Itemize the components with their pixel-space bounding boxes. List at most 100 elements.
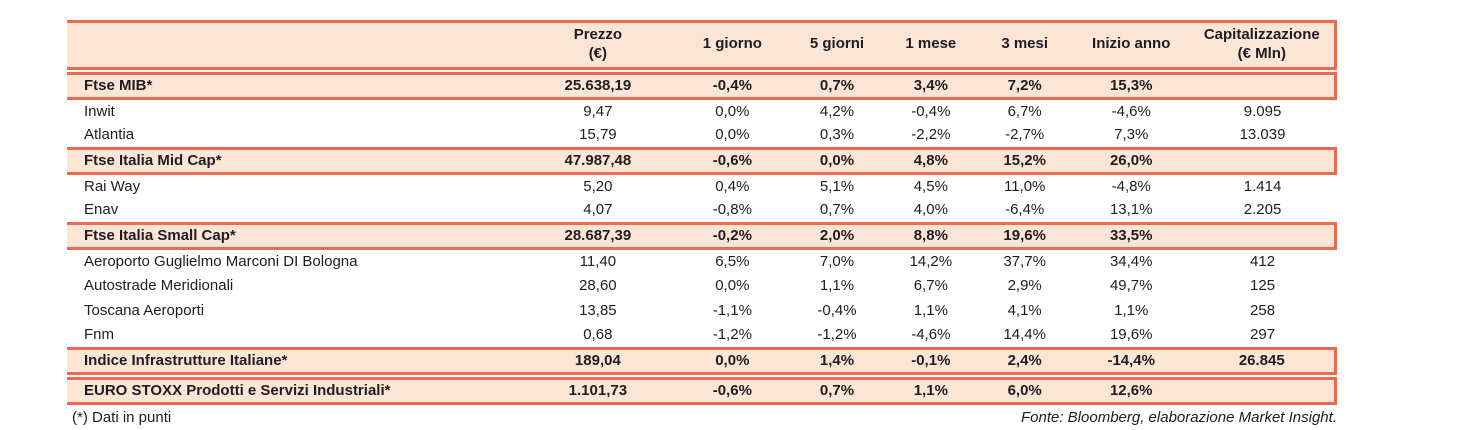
cell-value: 4,1% [1007, 302, 1042, 319]
cell-value: 3,4% [885, 71, 977, 100]
cell-value: 0,0% [715, 102, 750, 120]
cell-value: 1,1% [885, 376, 977, 405]
cell-value: -0,4% [817, 302, 857, 319]
cell-value: -6,4% [1005, 201, 1045, 219]
cell-value [1189, 376, 1337, 405]
stock-row: Fnm 0,68 -1,2% -1,2% -4,6% 14,4% 19,6% 297 [67, 323, 1336, 348]
footnote-dati-in-punti: (*) Dati in punti [72, 408, 172, 426]
cell-value: 1,1% [819, 277, 855, 294]
row-label: Indice Infrastrutture Italiane* [67, 346, 520, 375]
cell-value: -0,8% [712, 201, 752, 219]
row-label: Inwit [84, 102, 115, 120]
column-header: Capitalizzazione (€ Mln) [1189, 20, 1337, 70]
cell-value: 7,3% [1114, 126, 1149, 144]
cell-value: 0,0% [788, 146, 886, 175]
column-header: Prezzo (€) [519, 20, 676, 70]
cell-value: -2,7% [1005, 126, 1045, 144]
market-performance-table: Prezzo (€) 1 giorno 5 giorni 1 mese 3 mesi Ini… [67, 20, 1337, 405]
cell-value: -1,1% [712, 302, 752, 319]
cell-value: 7,0% [819, 252, 855, 270]
cell-value: 189,04 [519, 346, 676, 375]
cell-value: 0,0% [715, 126, 750, 144]
cell-value: 26,0% [1072, 146, 1190, 175]
table-header: Prezzo (€) 1 giorno 5 giorni 1 mese 3 mesi Ini… [67, 20, 1337, 70]
cell-value: -0,6% [675, 146, 789, 175]
cell-value: -14,4% [1072, 346, 1190, 375]
cell-value: 8,8% [885, 221, 977, 250]
column-header: 3 mesi [976, 20, 1073, 70]
cell-value: 19,6% [1109, 326, 1153, 344]
cell-value: 9,47 [583, 102, 613, 120]
cell-value: 4,2% [819, 102, 855, 120]
cell-value: 1.101,73 [519, 376, 676, 405]
stock-row: Autostrade Meridionali 28,60 0,0% 1,1% 6,7% 2… [67, 273, 1336, 298]
cell-value: 0,0% [715, 277, 750, 294]
row-label: Fnm [84, 326, 114, 344]
cell-value: -4,8% [1111, 177, 1151, 195]
cell-value: 25.638,19 [519, 71, 676, 100]
cell-value: 26.845 [1189, 346, 1337, 375]
stock-row: Toscana Aeroporti 13,85 -1,1% -0,4% 1,1% 4,1%… [67, 298, 1336, 323]
row-spacer [67, 373, 1336, 378]
cell-value: 0,4% [715, 177, 750, 195]
cell-value: -4,6% [911, 326, 951, 344]
cell-value: 4,8% [885, 146, 977, 175]
cell-value: 33,5% [1072, 221, 1190, 250]
cell-value: 4,5% [913, 177, 948, 195]
column-header: 1 giorno [675, 20, 789, 70]
stock-row: Rai Way 5,20 0,4% 5,1% 4,5% 11,0% -4,8% 1.414 [67, 173, 1336, 198]
cell-value: 11,40 [579, 252, 617, 270]
cell-value: 1,1% [913, 302, 948, 319]
cell-value: 2.205 [1243, 201, 1282, 219]
stock-row: Enav 4,07 -0,8% 0,7% 4,0% -6,4% 13,1% 2.205 [67, 198, 1336, 223]
table-body: Ftse MIB* 25.638,19 -0,4% 0,7% 3,4% 7,2% 15,3%… [67, 68, 1337, 405]
cell-value: -0,4% [911, 102, 951, 120]
cell-value: 6,7% [1007, 102, 1042, 120]
cell-value: 6,7% [913, 277, 948, 294]
cell-value: 14,4% [1003, 326, 1046, 344]
cell-value: -1,2% [817, 326, 857, 344]
cell-value: -1,2% [712, 326, 752, 344]
cell-value: 14,2% [909, 252, 953, 270]
source-attribution: Fonte: Bloomberg, elaborazione Market In… [1020, 408, 1337, 426]
row-label: Aeroporto Guglielmo Marconi DI Bologna [84, 252, 358, 270]
cell-value: 2,9% [1007, 277, 1042, 294]
cell-value: 15,79 [579, 126, 617, 144]
cell-value: 297 [1250, 326, 1276, 344]
cell-value: 0,3% [819, 126, 855, 144]
row-label: Ftse MIB* [67, 71, 520, 100]
cell-value: 28,60 [579, 277, 617, 294]
index-row: Ftse Italia Mid Cap* 47.987,48 -0,6% 0,0% 4,… [67, 146, 1337, 175]
cell-value: -4,6% [1111, 102, 1151, 120]
cell-value: 7,2% [976, 71, 1073, 100]
cell-value: 0,7% [788, 376, 886, 405]
cell-value: 0,7% [788, 71, 886, 100]
cell-value: -0,6% [675, 376, 789, 405]
cell-value: 2,4% [976, 346, 1073, 375]
header-row: Prezzo (€) 1 giorno 5 giorni 1 mese 3 mesi Ini… [67, 20, 1337, 70]
cell-value: 15,2% [976, 146, 1073, 175]
cell-value: 28.687,39 [519, 221, 676, 250]
cell-value: 125 [1250, 277, 1276, 294]
cell-value: -0,4% [675, 71, 789, 100]
cell-value: 4,0% [913, 201, 948, 219]
cell-value: 0,0% [675, 346, 789, 375]
cell-value: 13,1% [1109, 201, 1153, 219]
cell-value: 15,3% [1072, 71, 1190, 100]
row-label: Rai Way [84, 177, 141, 195]
cell-value: 9.095 [1243, 102, 1282, 120]
stock-row: Inwit 9,47 0,0% 4,2% -0,4% 6,7% -4,6% 9.095 [67, 98, 1336, 123]
cell-value: 13,85 [579, 302, 617, 319]
index-row: Ftse Italia Small Cap* 28.687,39 -0,2% 2,0%… [67, 221, 1337, 250]
cell-value [1189, 71, 1337, 100]
table-footer: (*) Dati in punti Fonte: Bloomberg, elab… [67, 409, 1337, 426]
cell-value [1189, 221, 1337, 250]
column-header: 5 giorni [788, 20, 886, 70]
cell-value: 5,20 [583, 177, 613, 195]
cell-value: 412 [1250, 252, 1276, 270]
cell-value: 49,7% [1109, 277, 1153, 294]
cell-value [1189, 146, 1337, 175]
stock-row: Atlantia 15,79 0,0% 0,3% -2,2% -2,7% 7,3% 13.03… [67, 123, 1336, 148]
cell-value: -0,1% [885, 346, 977, 375]
